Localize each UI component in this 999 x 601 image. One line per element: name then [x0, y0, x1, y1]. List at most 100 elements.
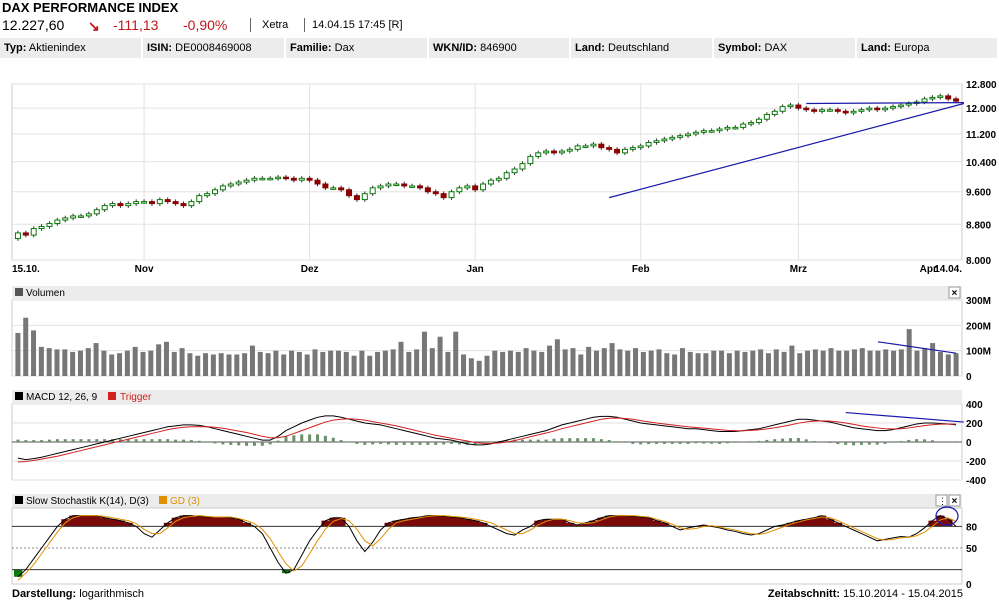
volume-bar [922, 348, 928, 376]
close-panel-button[interactable]: × [948, 286, 961, 299]
volume-trendline [877, 341, 957, 354]
volume-bar [390, 349, 396, 376]
price-candle [227, 183, 234, 187]
price-candle [748, 121, 755, 125]
volume-bar [77, 350, 83, 376]
price-candle [306, 177, 313, 181]
macd-histogram-bar [930, 440, 934, 442]
info-value: 846900 [480, 42, 517, 54]
macd-histogram-bar [781, 438, 785, 442]
price-candle [212, 189, 219, 195]
volume-bar [85, 348, 91, 376]
price-candle [38, 225, 45, 230]
info-cell-type: Typ: Aktienindex [0, 38, 143, 58]
stochastic-chart: Slow Stochastik K(14), D(3) GD (3) ⋮⋮ × … [11, 494, 978, 591]
stochastic-overbought-area [565, 522, 575, 527]
volume-bar [249, 345, 255, 376]
info-value: Deutschland [608, 42, 670, 54]
macd-histogram-bar [836, 442, 840, 445]
volume-bar [257, 351, 263, 376]
price-candle [432, 191, 439, 195]
price-candle [574, 145, 581, 150]
macd-histogram-bar [284, 436, 288, 442]
volume-bar [117, 353, 123, 376]
volume-bar [101, 350, 107, 376]
stochastic-overbought-area [818, 515, 827, 527]
price-candle [464, 185, 471, 189]
volume-bar [335, 350, 341, 376]
price-candle [424, 187, 431, 193]
macd-histogram-bar [694, 442, 698, 444]
price-candle [866, 107, 873, 111]
stochastic-overbought-area [116, 520, 125, 527]
volume-bar [203, 353, 209, 376]
price-candle [330, 187, 337, 190]
price-candle [480, 183, 487, 191]
price-candle [377, 185, 384, 189]
macd-histogram-bar [560, 438, 564, 442]
macd-y-tick-label: -400 [966, 476, 986, 487]
volume-bar [312, 349, 318, 376]
macd-histogram-bar [875, 442, 879, 445]
stochastic-header [12, 494, 962, 508]
close-panel-button[interactable]: × [948, 494, 961, 507]
volume-bar [156, 344, 162, 376]
volume-bar [304, 354, 310, 376]
price-candle [732, 126, 739, 130]
price-candle [763, 113, 770, 120]
macd-chart: MACD 12, 26, 9 Trigger 400 200 0 -200 -400 [11, 390, 986, 487]
macd-histogram-bar [473, 442, 477, 445]
volume-bar [640, 351, 646, 376]
price-candle [70, 215, 77, 219]
volume-bar [570, 348, 576, 376]
info-cell-region: Land: Europa [857, 38, 999, 58]
stochastic-overbought-area [636, 517, 646, 527]
price-candle [826, 109, 833, 112]
stochastic-overbought-area [124, 522, 133, 527]
stochastic-overbought-area [810, 517, 819, 527]
footer-scale-label: Darstellung: [12, 588, 77, 600]
volume-bar [171, 351, 177, 376]
macd-histogram-bar [883, 442, 887, 444]
price-candle [937, 95, 944, 98]
volume-bar [507, 350, 513, 376]
price-candle [298, 177, 305, 181]
volume-bar [945, 354, 951, 376]
volume-bar [664, 353, 670, 376]
volume-bar [382, 350, 388, 376]
macd-histogram-bar [331, 437, 335, 442]
macd-histogram-bar [584, 438, 588, 442]
price-candle [921, 98, 928, 103]
price-candle [803, 107, 810, 111]
stochastic-overbought-area [573, 524, 582, 527]
price-candle [740, 123, 747, 128]
macd-histogram-bar [789, 438, 793, 442]
stochastic-overbought-area [92, 515, 102, 527]
stochastic-overbought-area [234, 519, 244, 527]
info-label: Typ: [4, 42, 27, 54]
volume-bar [62, 349, 68, 376]
price-candle [527, 155, 534, 165]
stochastic-overbought-area [321, 520, 330, 527]
stochastic-overbought-area [825, 519, 835, 527]
price-candle [346, 189, 353, 197]
volume-bar [15, 332, 21, 376]
price-x-tick-label: Feb [632, 264, 650, 275]
price-candle [290, 177, 297, 181]
volume-bar [31, 330, 37, 376]
price-candle [566, 148, 573, 152]
volume-bar [109, 354, 115, 376]
price-candle [661, 138, 668, 142]
macd-trendline [845, 411, 964, 423]
macd-histogram-bar [828, 442, 832, 443]
macd-histogram-bar [615, 441, 619, 442]
macd-histogram-bar [631, 442, 635, 444]
panel-options-button[interactable]: ⋮⋮ [935, 494, 956, 507]
info-value: DAX [764, 42, 788, 54]
macd-histogram-bar [796, 438, 800, 442]
price-candle [787, 104, 794, 108]
volume-bar [758, 349, 764, 376]
macd-histogram-bar [867, 442, 871, 445]
volume-bar [359, 350, 365, 376]
stochastic-overbought-area [613, 515, 622, 527]
